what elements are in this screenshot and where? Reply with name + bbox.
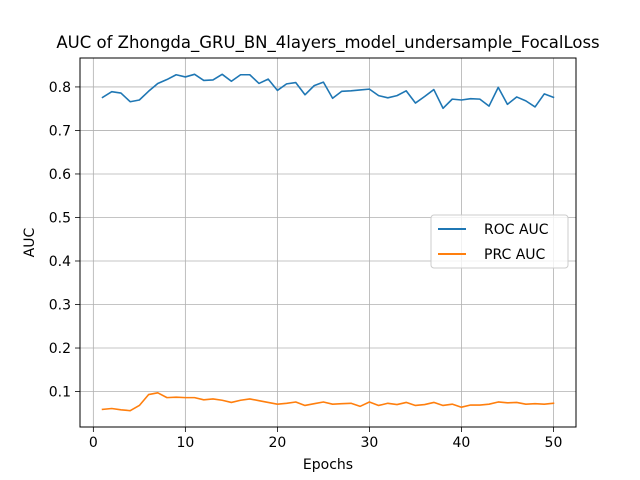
series-line-roc-auc <box>101 73 555 110</box>
x-tick-label: 40 <box>453 435 471 451</box>
chart-title: AUC of Zhongda_GRU_BN_4layers_model_unde… <box>56 33 599 53</box>
legend-label-roc-auc: ROC AUC <box>484 222 549 238</box>
legend-label-prc-auc: PRC AUC <box>484 247 546 263</box>
y-tick-label: 0.3 <box>49 298 71 314</box>
y-tick-label: 0.8 <box>49 80 71 96</box>
y-tick-label: 0.1 <box>49 385 71 401</box>
y-tick-label: 0.7 <box>49 123 71 139</box>
series-layer <box>101 73 555 412</box>
x-tick-label: 10 <box>176 435 194 451</box>
y-tick-label: 0.5 <box>49 210 71 226</box>
series-line-prc-auc <box>101 392 555 412</box>
x-axis-label: Epochs <box>303 457 353 473</box>
x-tick-label: 0 <box>89 435 98 451</box>
legend: ROC AUC PRC AUC <box>430 214 569 269</box>
x-tick-label: 30 <box>360 435 378 451</box>
y-tick-label: 0.6 <box>49 167 71 183</box>
x-tick-label: 50 <box>545 435 563 451</box>
plot-frame <box>79 57 577 428</box>
x-tick-label: 20 <box>268 435 286 451</box>
y-axis-label: AUC <box>22 227 38 257</box>
gridlines <box>80 58 576 427</box>
y-tick-label: 0.4 <box>49 254 71 270</box>
y-tick-label: 0.2 <box>49 341 71 357</box>
ticks: 0 10 20 30 40 50 0.1 0.2 0.3 0.4 0.5 0.6 0.7 0.8 <box>49 80 563 451</box>
